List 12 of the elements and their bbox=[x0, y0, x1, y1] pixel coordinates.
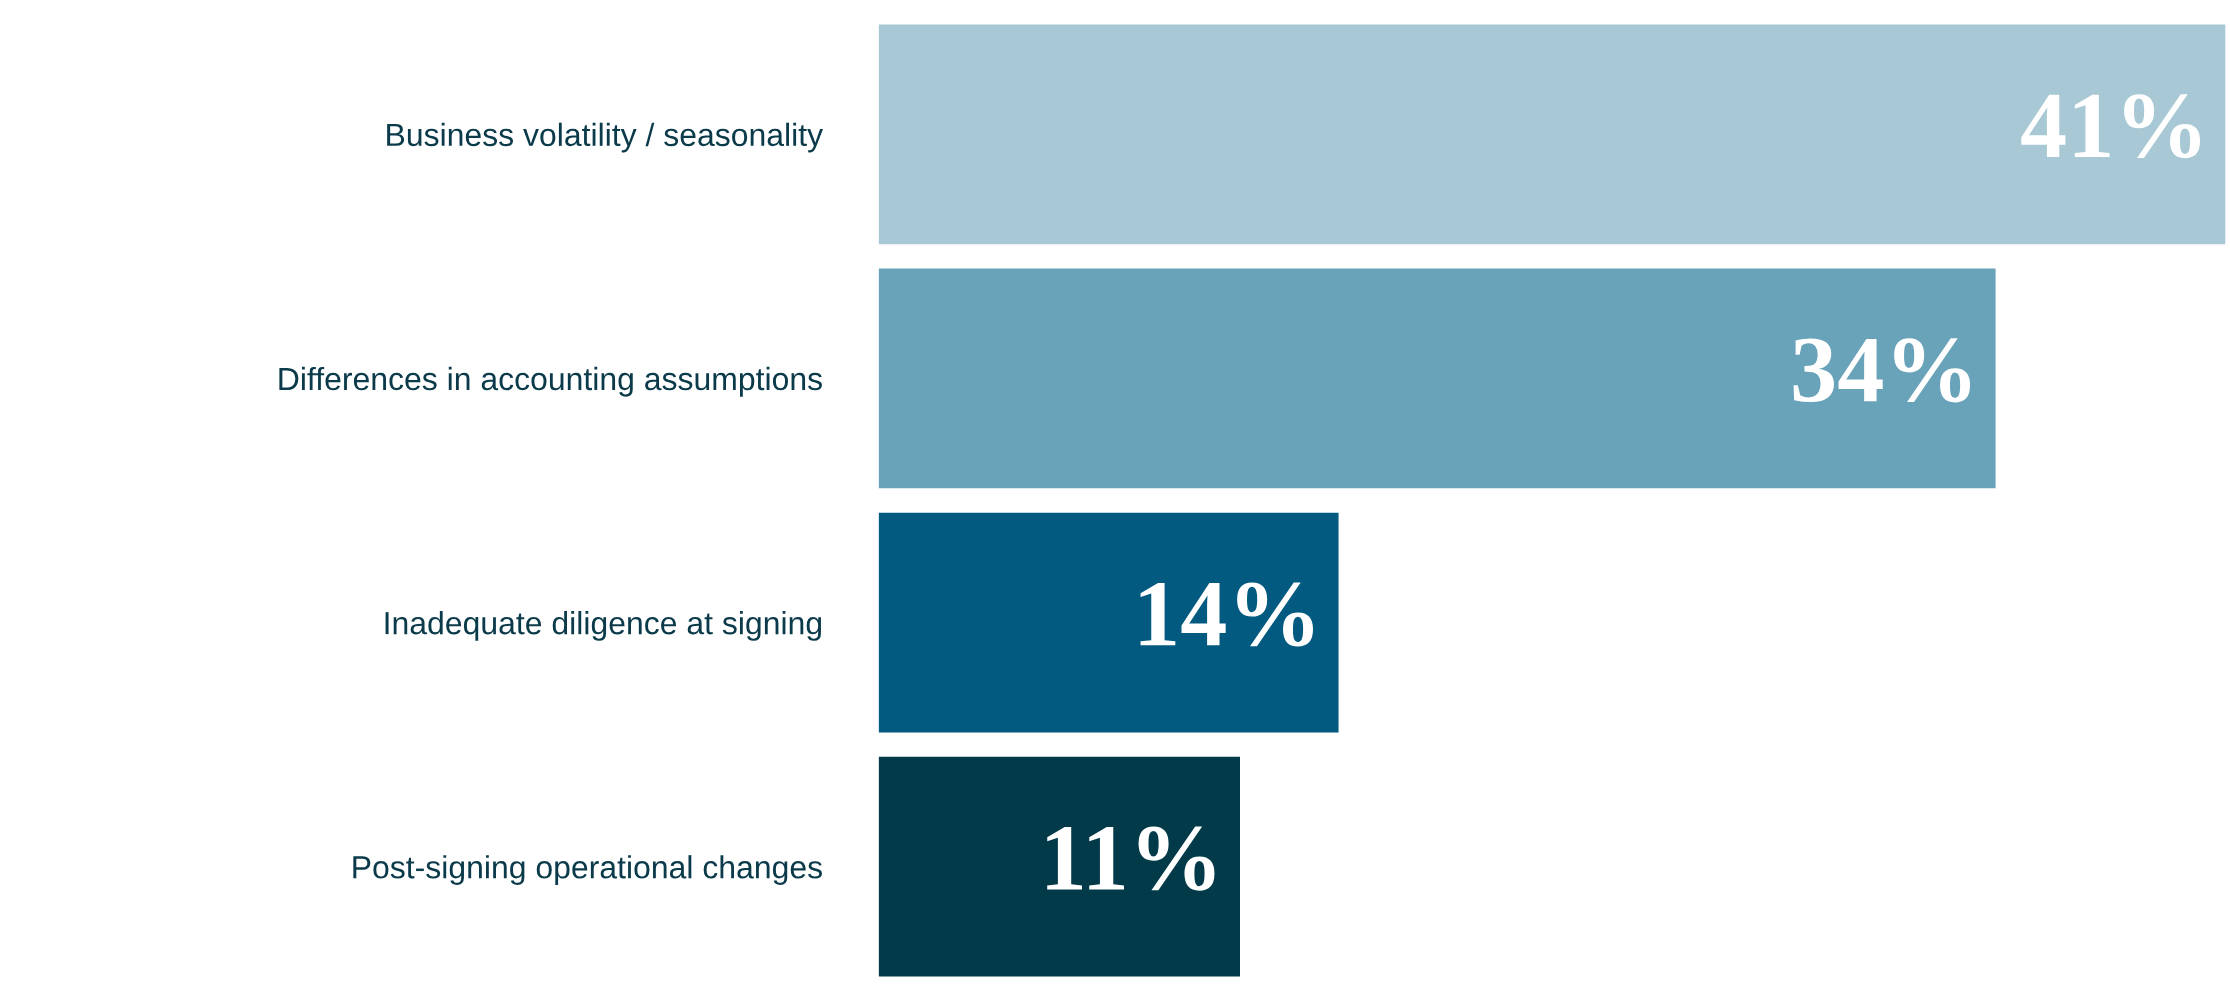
bar bbox=[878, 24, 2226, 245]
bar bbox=[878, 268, 1996, 489]
bar bbox=[878, 512, 1339, 733]
data-label: 14% bbox=[1140, 582, 1314, 647]
data-label: 41% bbox=[2021, 94, 2201, 159]
y-tick-label: Differences in accounting assumptions bbox=[279, 366, 822, 397]
y-tick-label: Inadequate diligence at signing bbox=[385, 611, 822, 641]
y-tick-label: Business volatility / seasonality bbox=[387, 122, 824, 153]
data-label: 34% bbox=[1793, 338, 1971, 403]
bar bbox=[878, 756, 1240, 977]
data-label: 11% bbox=[1047, 826, 1215, 891]
y-tick-label: Post-signing operational changes bbox=[353, 855, 822, 885]
